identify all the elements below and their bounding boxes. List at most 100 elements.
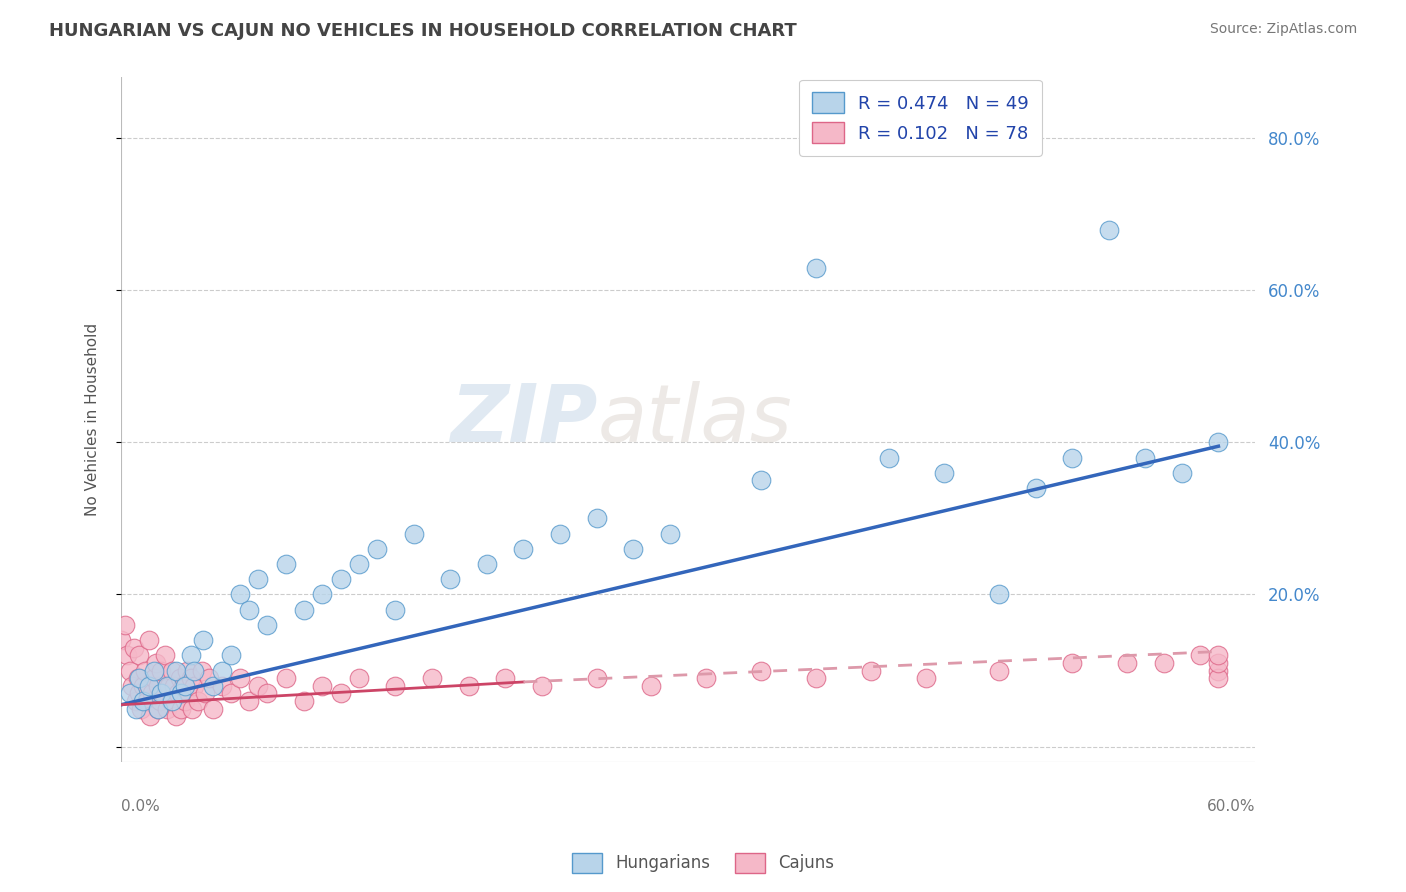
Point [1153,656,1175,670]
Point [292,603,315,617]
Point [347,671,370,685]
Point [274,671,297,685]
Point [457,679,479,693]
Point [183,664,205,678]
Point [134,664,156,678]
Point [932,466,955,480]
Point [127,671,149,685]
Point [162,694,184,708]
Point [138,633,160,648]
Point [804,671,827,685]
Point [128,671,150,685]
Point [153,648,176,663]
Point [749,474,772,488]
Point [132,679,155,693]
Point [156,679,179,693]
Point [128,648,150,663]
Point [658,526,681,541]
Point [238,694,260,708]
Point [311,679,333,693]
Point [877,450,900,465]
Point [180,648,202,663]
Point [135,694,157,708]
Text: atlas: atlas [598,381,792,458]
Point [163,679,186,693]
Point [914,671,936,685]
Point [122,640,145,655]
Point [1025,481,1047,495]
Point [150,686,173,700]
Point [110,633,132,648]
Point [166,686,188,700]
Point [475,557,498,571]
Point [146,701,169,715]
Point [128,686,150,700]
Point [1208,656,1230,670]
Point [159,694,181,708]
Point [229,587,252,601]
Point [804,260,827,275]
Point [1189,648,1212,663]
Point [988,664,1011,678]
Point [640,679,662,693]
Point [170,701,193,715]
Point [190,664,212,678]
Point [145,656,167,670]
Point [201,701,224,715]
Point [384,603,406,617]
Point [256,686,278,700]
Point [174,679,197,693]
Point [177,686,200,700]
Point [194,686,217,700]
Text: 0.0%: 0.0% [121,799,160,814]
Point [146,701,169,715]
Point [180,671,202,685]
Point [859,664,882,678]
Text: Source: ZipAtlas.com: Source: ZipAtlas.com [1209,22,1357,37]
Point [384,679,406,693]
Point [152,686,174,700]
Point [366,541,388,556]
Point [146,679,169,693]
Point [695,671,717,685]
Point [311,587,333,601]
Point [211,664,233,678]
Point [585,671,607,685]
Point [1098,222,1121,236]
Point [621,541,644,556]
Point [120,686,142,700]
Point [125,701,148,715]
Point [585,511,607,525]
Point [169,671,191,685]
Point [1171,466,1194,480]
Point [125,694,148,708]
Point [183,679,205,693]
Y-axis label: No Vehicles in Household: No Vehicles in Household [86,323,100,516]
Point [292,694,315,708]
Point [172,679,194,693]
Point [229,671,252,685]
Point [749,664,772,678]
Text: HUNGARIAN VS CAJUN NO VEHICLES IN HOUSEHOLD CORRELATION CHART: HUNGARIAN VS CAJUN NO VEHICLES IN HOUSEH… [49,22,797,40]
Point [1208,435,1230,450]
Point [1062,656,1084,670]
Point [198,671,221,685]
Point [1208,648,1230,663]
Point [162,664,184,678]
Point [141,686,163,700]
Point [256,618,278,632]
Point [174,694,197,708]
Point [1062,450,1084,465]
Point [402,526,425,541]
Text: ZIP: ZIP [450,381,598,458]
Point [193,633,215,648]
Point [157,679,180,693]
Point [247,572,270,586]
Point [115,648,138,663]
Point [247,679,270,693]
Point [143,664,166,678]
Point [138,679,160,693]
Point [165,664,187,678]
Point [120,664,142,678]
Point [121,679,143,693]
